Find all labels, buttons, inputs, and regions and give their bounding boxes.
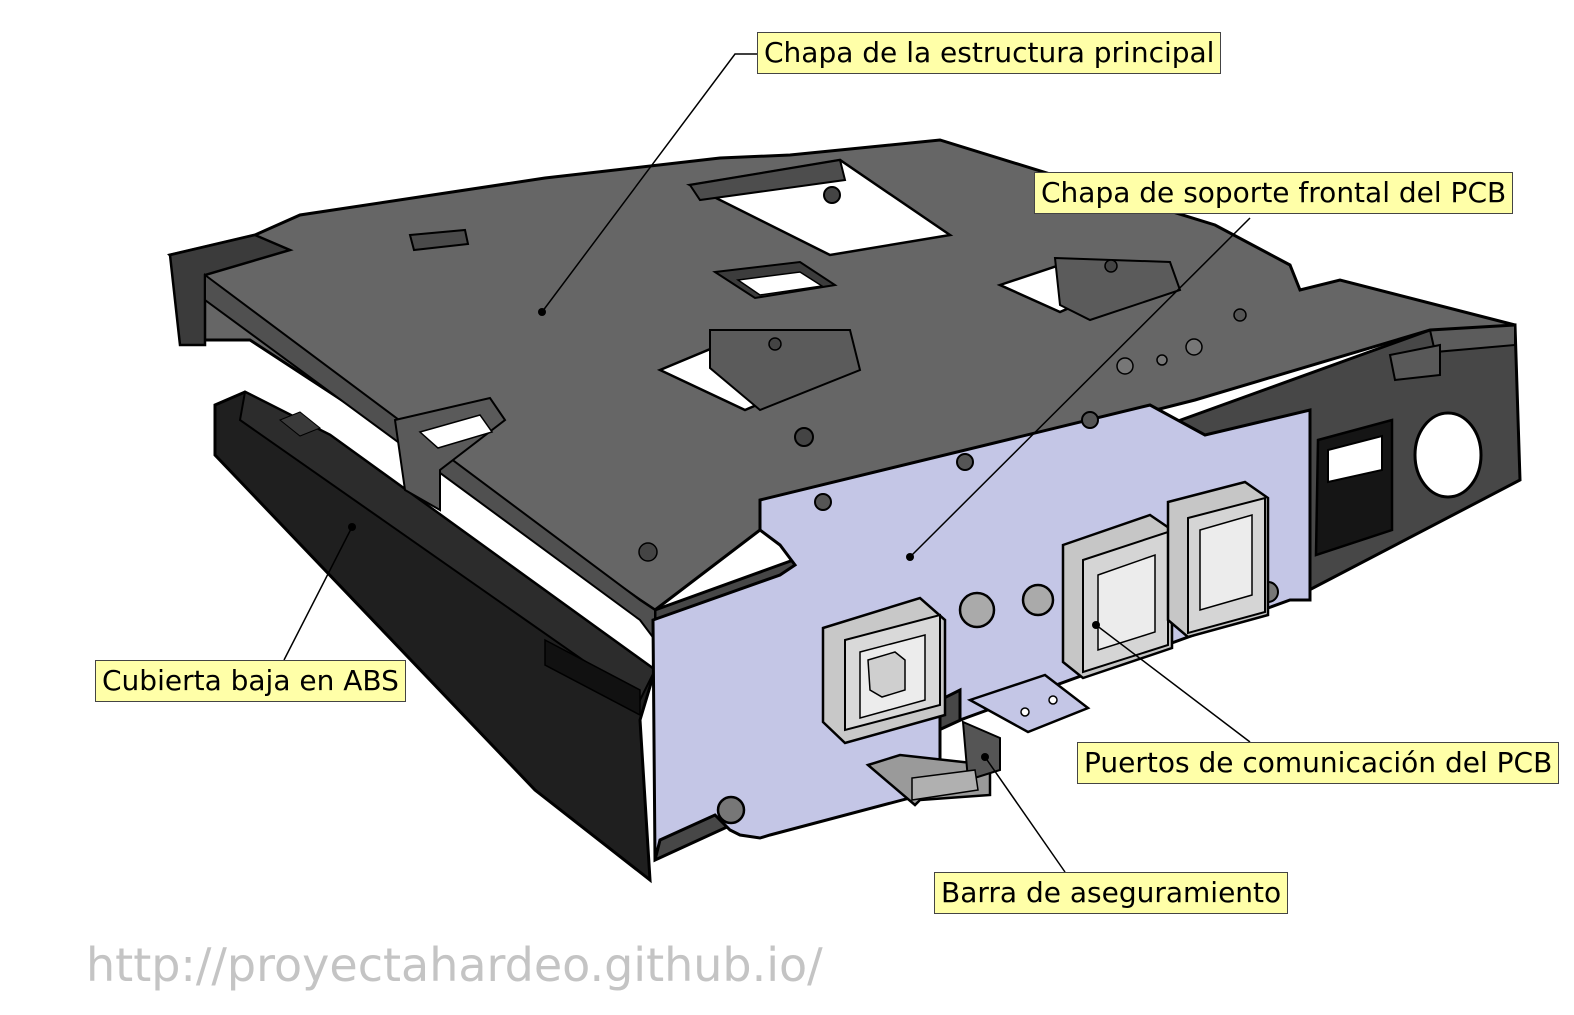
leader-front-support: [909, 217, 1251, 558]
leader-main-frame: [541, 53, 757, 313]
label-main-frame: Chapa de la estructura principal: [757, 32, 1222, 74]
leader-dots: [348, 308, 1100, 761]
frame-top-plate: [167, 138, 1516, 643]
leader-lower-cover: [283, 526, 353, 661]
leader-lines: [283, 53, 1251, 873]
watermark-url: http://proyectahardeo.github.io/: [86, 938, 823, 992]
label-locking-bar: Barra de aseguramiento: [934, 872, 1289, 914]
label-lower-cover: Cubierta baja en ABS: [95, 660, 406, 702]
leader-locking-bar: [984, 756, 1066, 873]
leader-ports: [1095, 624, 1251, 743]
abs-cover: [213, 390, 657, 884]
usb-port: [821, 596, 947, 745]
label-ports: Puertos de comunicación del PCB: [1077, 742, 1560, 784]
locking-bar: [865, 673, 1091, 807]
label-front-support: Chapa de soporte frontal del PCB: [1034, 172, 1514, 214]
